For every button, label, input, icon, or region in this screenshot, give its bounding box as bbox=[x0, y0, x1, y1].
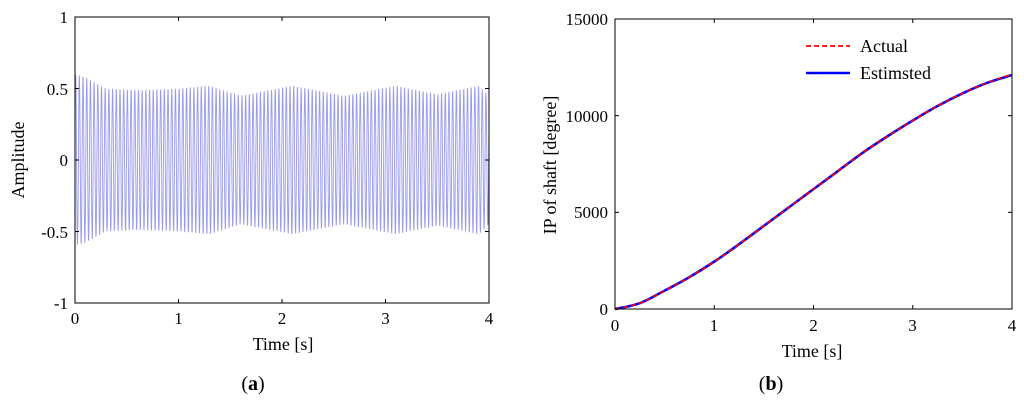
chart-b-legend: Actual Estimsted bbox=[806, 36, 931, 83]
chart-a-ytick-label: 0.5 bbox=[47, 80, 68, 99]
chart-a-xtick-label: 3 bbox=[381, 309, 390, 328]
chart-b-y-axis-label: IP of shaft [degree] bbox=[540, 96, 560, 235]
chart-a-xtick-label: 0 bbox=[71, 309, 80, 328]
legend-label-estimsted: Estimsted bbox=[860, 63, 931, 83]
chart-a-ytick-label: 1 bbox=[60, 8, 69, 27]
panel-b: 15000 10000 5000 0 0 1 2 3 4 Time [s] IP… bbox=[540, 10, 1017, 395]
chart-b-ytick-label: 10000 bbox=[566, 107, 609, 126]
chart-b-xtick-label: 4 bbox=[1008, 316, 1017, 335]
chart-a-ytick-label: -0.5 bbox=[41, 223, 68, 242]
chart-b-series-estimsted-line bbox=[614, 73, 1013, 311]
chart-b-ticks bbox=[614, 18, 1013, 310]
legend-label-actual: Actual bbox=[860, 36, 908, 56]
chart-a-ticks bbox=[74, 16, 490, 304]
chart-b-xtick-label: 0 bbox=[611, 316, 620, 335]
chart-a-caption: (a) bbox=[241, 373, 264, 395]
chart-b-series bbox=[614, 73, 1013, 311]
chart-a-signal-line bbox=[74, 74, 490, 245]
chart-b-series-actual-line bbox=[614, 73, 1013, 310]
chart-b-caption: (b) bbox=[759, 373, 783, 395]
chart-a-y-axis-label: Amplitude bbox=[8, 121, 28, 198]
chart-a-ytick-label: -1 bbox=[54, 294, 68, 313]
chart-a-xtick-label: 1 bbox=[174, 309, 183, 328]
chart-b-ytick-label: 5000 bbox=[574, 203, 608, 222]
chart-b-xtick-label: 1 bbox=[710, 316, 719, 335]
chart-b-plot-frame bbox=[614, 18, 1013, 310]
chart-a-x-axis-label: Time [s] bbox=[253, 334, 314, 354]
chart-b-ytick-label: 0 bbox=[600, 300, 609, 319]
chart-a-xtick-label: 2 bbox=[278, 309, 287, 328]
chart-a-xtick-label: 4 bbox=[485, 309, 494, 328]
chart-b-x-axis-label: Time [s] bbox=[782, 341, 843, 361]
chart-b-xtick-label: 3 bbox=[908, 316, 917, 335]
chart-b-xtick-label: 2 bbox=[809, 316, 818, 335]
panel-a: 1 0.5 0 -0.5 -1 0 1 2 3 4 Time [s] Ampli… bbox=[8, 8, 494, 395]
chart-b-ytick-label: 15000 bbox=[566, 10, 609, 29]
chart-a-ytick-label: 0 bbox=[60, 151, 69, 170]
